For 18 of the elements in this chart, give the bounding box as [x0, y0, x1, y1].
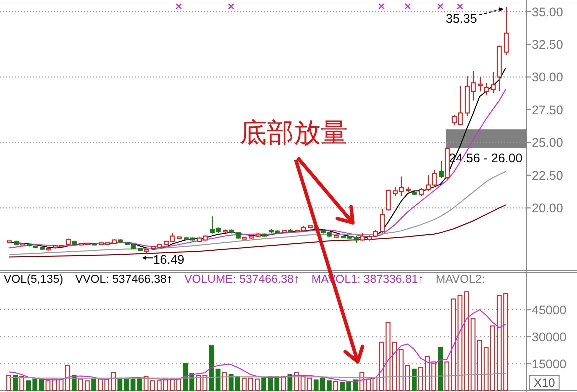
y-tick-label: 30000: [532, 330, 567, 345]
annotation: 底部放量: [240, 118, 348, 148]
annotation: VOL(5,135): [4, 274, 64, 286]
y-tick-label: 22.50: [532, 168, 564, 183]
annotation: 16.49: [153, 253, 185, 268]
y-tick-label: 45000: [532, 304, 567, 318]
y-tick-label: 27.50: [532, 103, 564, 118]
y-tick-label: 30.00: [532, 70, 564, 85]
y-tick-label: 32.50: [532, 38, 564, 52]
y-tick-label: 15000: [532, 358, 567, 372]
annotation: MAVOL2:: [436, 274, 486, 286]
y-tick-label: 20.00: [532, 202, 564, 216]
y-tick-label: 25.00: [532, 136, 564, 150]
y-tick-label: 35.00: [532, 5, 564, 20]
annotation: VOLUME: 537466.38↑: [184, 274, 300, 286]
annotation: VVOL: 537466.38↑: [75, 274, 173, 286]
y-axis-title: X10: [534, 376, 556, 390]
annotation: 35.35: [446, 12, 478, 26]
